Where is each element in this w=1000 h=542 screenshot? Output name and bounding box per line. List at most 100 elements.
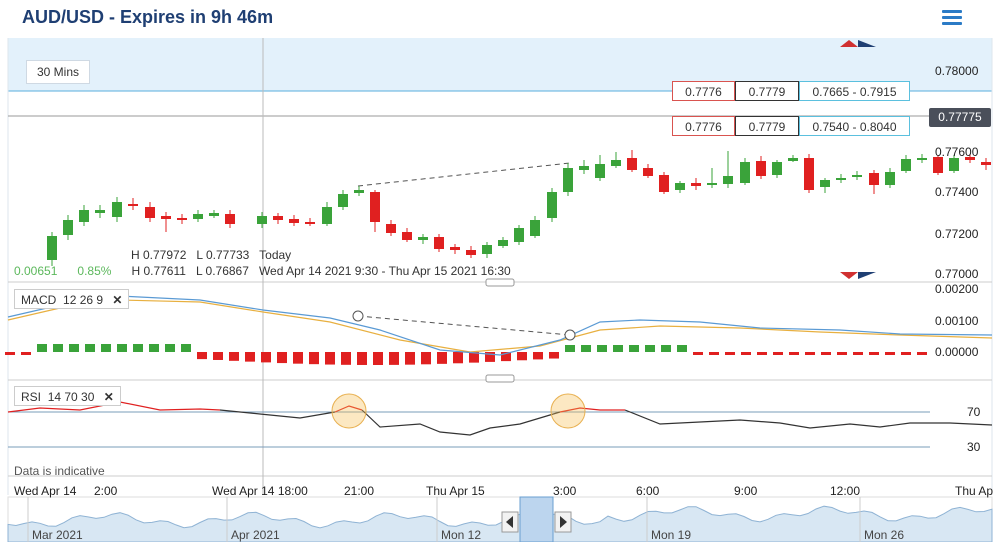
candle-body: [756, 161, 766, 176]
candle-body: [305, 222, 315, 224]
hamburger-icon[interactable]: [942, 10, 962, 26]
candle-body: [675, 183, 685, 190]
close-icon[interactable]: ✕: [112, 293, 123, 307]
header: AUD/USD - Expires in 9h 46m: [0, 0, 1000, 36]
candle-body: [338, 194, 348, 207]
macd-bar: [757, 352, 767, 355]
macd-anchor: [352, 310, 364, 322]
timeframe-selector[interactable]: 30 Mins: [26, 60, 90, 84]
macd-bar: [693, 352, 703, 355]
macd-bar: [437, 352, 447, 364]
candle-body: [145, 207, 155, 218]
macd-anchor: [564, 329, 576, 341]
macd-bar: [165, 344, 175, 352]
macd-bar: [837, 352, 847, 355]
macd-bar: [53, 344, 63, 352]
candle-body: [402, 232, 412, 240]
bid-box[interactable]: 0.7776: [672, 81, 735, 101]
ohlc-row-today: H 0.77972 L 0.77733 Today: [131, 248, 291, 262]
rsi-line-overbought: [334, 405, 363, 413]
candle-body: [707, 183, 717, 185]
macd-bar: [245, 352, 255, 362]
macd-bar: [453, 352, 463, 364]
navigator-label: Mar 2021: [32, 528, 83, 542]
macd-bar: [117, 344, 127, 352]
navigator-label: Mon 19: [651, 528, 692, 542]
candle-body: [79, 210, 89, 222]
macd-bar: [533, 352, 543, 360]
macd-bar: [149, 344, 159, 352]
candle-body: [804, 158, 814, 190]
macd-tick: 0.00100: [935, 314, 979, 328]
candle-body: [273, 216, 283, 220]
macd-bar: [629, 345, 639, 352]
candle-body: [354, 190, 364, 193]
macd-bar: [549, 352, 559, 359]
candle-body: [177, 218, 187, 220]
macd-bar: [85, 344, 95, 352]
ask-box[interactable]: 0.7779: [735, 116, 799, 136]
candle-body: [482, 245, 492, 254]
candle-body: [386, 224, 396, 233]
navigator-label: Apr 2021: [231, 528, 280, 542]
range-box[interactable]: 0.7540 - 0.8040: [799, 116, 910, 136]
rsi-highlight: [550, 393, 586, 429]
macd-bar: [37, 344, 47, 352]
macd-bar: [741, 352, 751, 355]
ohlc-high: H 0.77972: [131, 248, 187, 262]
macd-bar: [69, 344, 79, 352]
time-tick: Wed Apr 14: [14, 484, 77, 498]
rsi-highlight: [331, 393, 367, 429]
top-marker-icon-2: [858, 40, 876, 47]
close-icon[interactable]: ✕: [103, 390, 114, 404]
macd-bar: [565, 345, 575, 352]
rsi-line: [219, 409, 336, 419]
rsi-tick: 70: [967, 405, 981, 419]
range-box[interactable]: 0.7665 - 0.7915: [799, 81, 910, 101]
navigator-label: Mon 12: [441, 528, 482, 542]
candle-body: [498, 240, 508, 246]
candle-body: [112, 202, 122, 217]
rsi-label[interactable]: RSI 14 70 30 ✕: [14, 386, 121, 406]
macd-bar: [101, 344, 111, 352]
ohlc-row-range: 0.00651 0.85% H 0.77611 L 0.76867 Wed Ap…: [14, 264, 511, 278]
navigator-label: Mon 26: [864, 528, 905, 542]
candle-body: [128, 204, 138, 206]
candle-body: [933, 157, 943, 173]
macd-bar: [773, 352, 783, 355]
candle-body: [322, 207, 332, 224]
candle-body: [820, 180, 830, 187]
time-tick: 9:00: [734, 484, 758, 498]
bid-box[interactable]: 0.7776: [672, 116, 735, 136]
candle-body: [547, 192, 557, 218]
macd-bar: [917, 352, 927, 355]
macd-bar: [581, 345, 591, 352]
ohlc-high: H 0.77611: [131, 264, 186, 278]
macd-bar: [405, 352, 415, 365]
price-tick: 0.77600: [935, 145, 979, 159]
macd-bar: [597, 345, 607, 352]
time-tick: Thu Ap: [955, 484, 994, 498]
candle-body: [530, 220, 540, 236]
macd-bar: [709, 352, 719, 355]
price-tick: 0.77200: [935, 227, 979, 241]
macd-label[interactable]: MACD 12 26 9 ✕: [14, 289, 130, 309]
candle-body: [611, 160, 621, 166]
ask-box[interactable]: 0.7779: [735, 81, 799, 101]
candle-body: [723, 176, 733, 184]
ohlc-low: L 0.76867: [195, 264, 249, 278]
macd-bar: [341, 352, 351, 365]
candle-body: [836, 178, 846, 180]
macd-trendline: [357, 315, 571, 336]
rsi-line: [361, 409, 561, 436]
candle-body: [772, 162, 782, 175]
rsi-name: RSI: [21, 390, 42, 404]
rsi-tick: 30: [967, 440, 981, 454]
candle-body: [47, 236, 57, 260]
candle-body: [257, 216, 267, 224]
price-tick: 0.77400: [935, 185, 979, 199]
candle-body: [643, 168, 653, 176]
time-tick: 2:00: [94, 484, 118, 498]
candle-body: [627, 158, 637, 170]
macd-bar: [725, 352, 735, 355]
